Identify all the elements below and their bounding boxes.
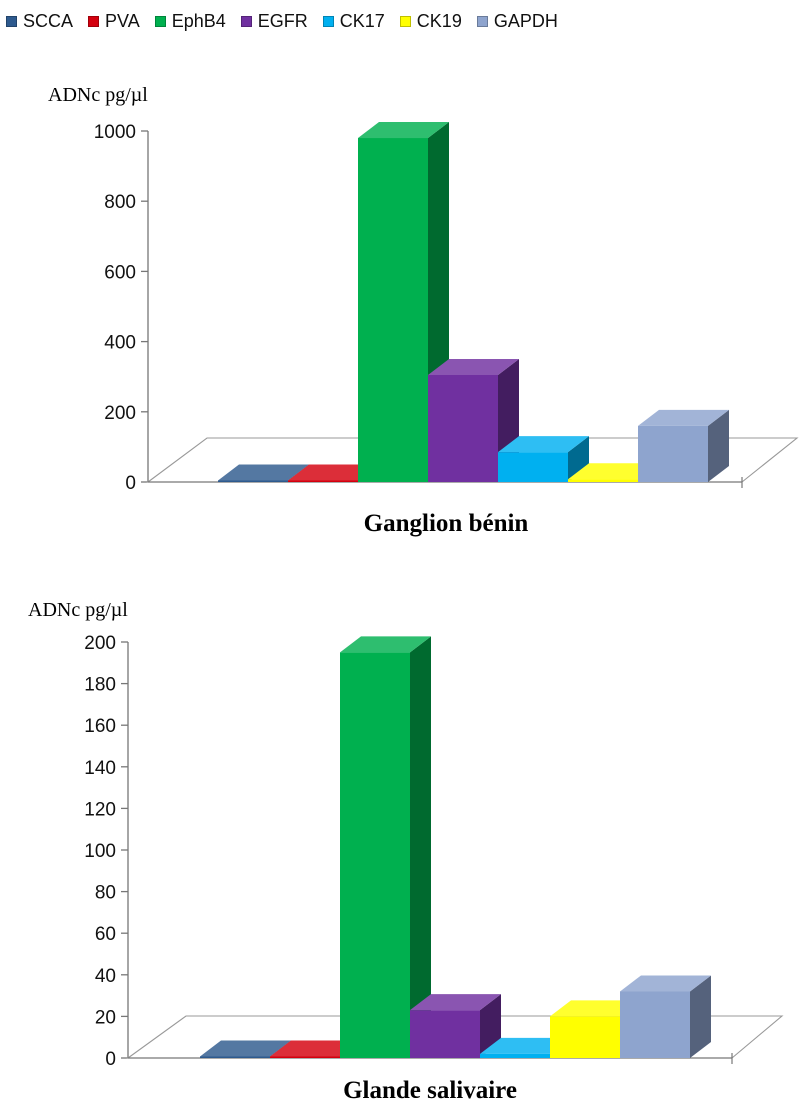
- legend-swatch: [240, 15, 252, 27]
- bar-top: [498, 436, 589, 453]
- y-unit-label: ADNc pg/µl: [48, 84, 148, 106]
- chart-title: Ganglion bénin: [364, 510, 529, 537]
- bar-top: [638, 409, 729, 426]
- bar-front: [288, 480, 358, 482]
- bar-gapdh: [620, 975, 711, 1058]
- legend-swatch: [6, 15, 17, 27]
- y-tick-label: 160: [84, 716, 116, 737]
- y-tick-label: 100: [84, 841, 116, 862]
- bar-top: [358, 122, 449, 139]
- y-tick-label: 0: [105, 1049, 116, 1070]
- chart-ganglion-benin: ADNc pg/µl 0 200 400 600 800 1000 Ganglion béni…: [48, 84, 799, 537]
- bar-top: [340, 636, 431, 653]
- y-tick-label: 60: [95, 924, 116, 945]
- legend-label: EphB4: [171, 10, 226, 31]
- bar-side: [568, 436, 589, 482]
- legend-item-ephb4: EphB4: [154, 10, 226, 32]
- bar-front: [638, 425, 708, 482]
- legend-swatch: [476, 15, 488, 27]
- bar-top: [550, 1000, 641, 1017]
- bar-front: [270, 1056, 340, 1058]
- y-tick-label: 140: [84, 758, 116, 779]
- legend-item-ck19: CK19: [399, 10, 462, 32]
- bar-side: [708, 409, 729, 482]
- legend-item-ck17: CK17: [322, 10, 385, 32]
- bar-top: [568, 463, 659, 480]
- y-tick-label: 80: [95, 883, 116, 904]
- bar-front: [428, 374, 498, 482]
- bar-gapdh: [638, 409, 729, 482]
- legend-swatch: [399, 15, 411, 27]
- bar-top: [620, 975, 711, 992]
- legend-item-scca: SCCA: [6, 11, 73, 32]
- bar-front: [480, 1053, 550, 1058]
- bar-top: [218, 464, 309, 481]
- y-tick-label: 200: [84, 633, 116, 654]
- bar-front: [410, 1010, 480, 1058]
- bar-front: [620, 991, 690, 1058]
- bar-front: [568, 479, 638, 482]
- legend: SCCA PVA EphB4 EGFR CK17 CK19 GAPDH: [6, 4, 573, 38]
- bar-ephb4: [340, 636, 431, 1058]
- legend-swatch: [154, 15, 166, 27]
- bar-top: [200, 1040, 291, 1057]
- legend-item-egfr: EGFR: [240, 10, 308, 32]
- bar-egfr: [428, 358, 519, 482]
- legend-label: GAPDH: [493, 10, 558, 31]
- bar-top: [270, 1040, 361, 1057]
- y-tick-label: 120: [84, 799, 116, 820]
- y-tick-label: 400: [104, 333, 136, 354]
- bar-front: [498, 452, 568, 482]
- bar-side: [410, 636, 431, 1058]
- y-unit-label: ADNc pg/µl: [28, 599, 128, 621]
- legend-item-gapdh: GAPDH: [476, 10, 558, 32]
- legend-item-pva: PVA: [88, 11, 140, 32]
- legend-label: CK17: [339, 10, 385, 31]
- legend-label: SCCA: [23, 10, 74, 31]
- bar-front: [200, 1056, 270, 1058]
- bar-top: [480, 1037, 571, 1054]
- chart-title: Glande salivaire: [343, 1077, 517, 1104]
- y-tick-label: 0: [125, 473, 136, 494]
- bar-side: [690, 975, 711, 1058]
- y-tick-label: 20: [95, 1007, 116, 1028]
- legend-label: EGFR: [257, 10, 308, 31]
- legend-label: PVA: [105, 10, 140, 31]
- y-tick-label: 200: [104, 403, 136, 424]
- y-tick-label: 180: [84, 675, 116, 696]
- y-tick-label: 600: [104, 262, 136, 283]
- legend-label: CK19: [416, 10, 462, 31]
- bar-ck17: [498, 436, 589, 482]
- legend-swatch: [322, 15, 334, 27]
- legend-swatch: [88, 15, 100, 27]
- bar-front: [550, 1016, 620, 1058]
- chart-glande-salivaire: ADNc pg/µl 0 20 40 60 80 100 120 140 160 180 200 Gla…: [28, 599, 784, 1104]
- y-tick-label: 40: [95, 966, 116, 987]
- bar-front: [340, 652, 410, 1058]
- y-tick-label: 800: [104, 192, 136, 213]
- bar-front: [358, 138, 428, 482]
- bar-top: [288, 464, 379, 481]
- bar-top: [428, 358, 519, 375]
- bar-front: [218, 480, 288, 482]
- y-tick-label: 1000: [94, 122, 136, 143]
- bar-top: [410, 994, 501, 1011]
